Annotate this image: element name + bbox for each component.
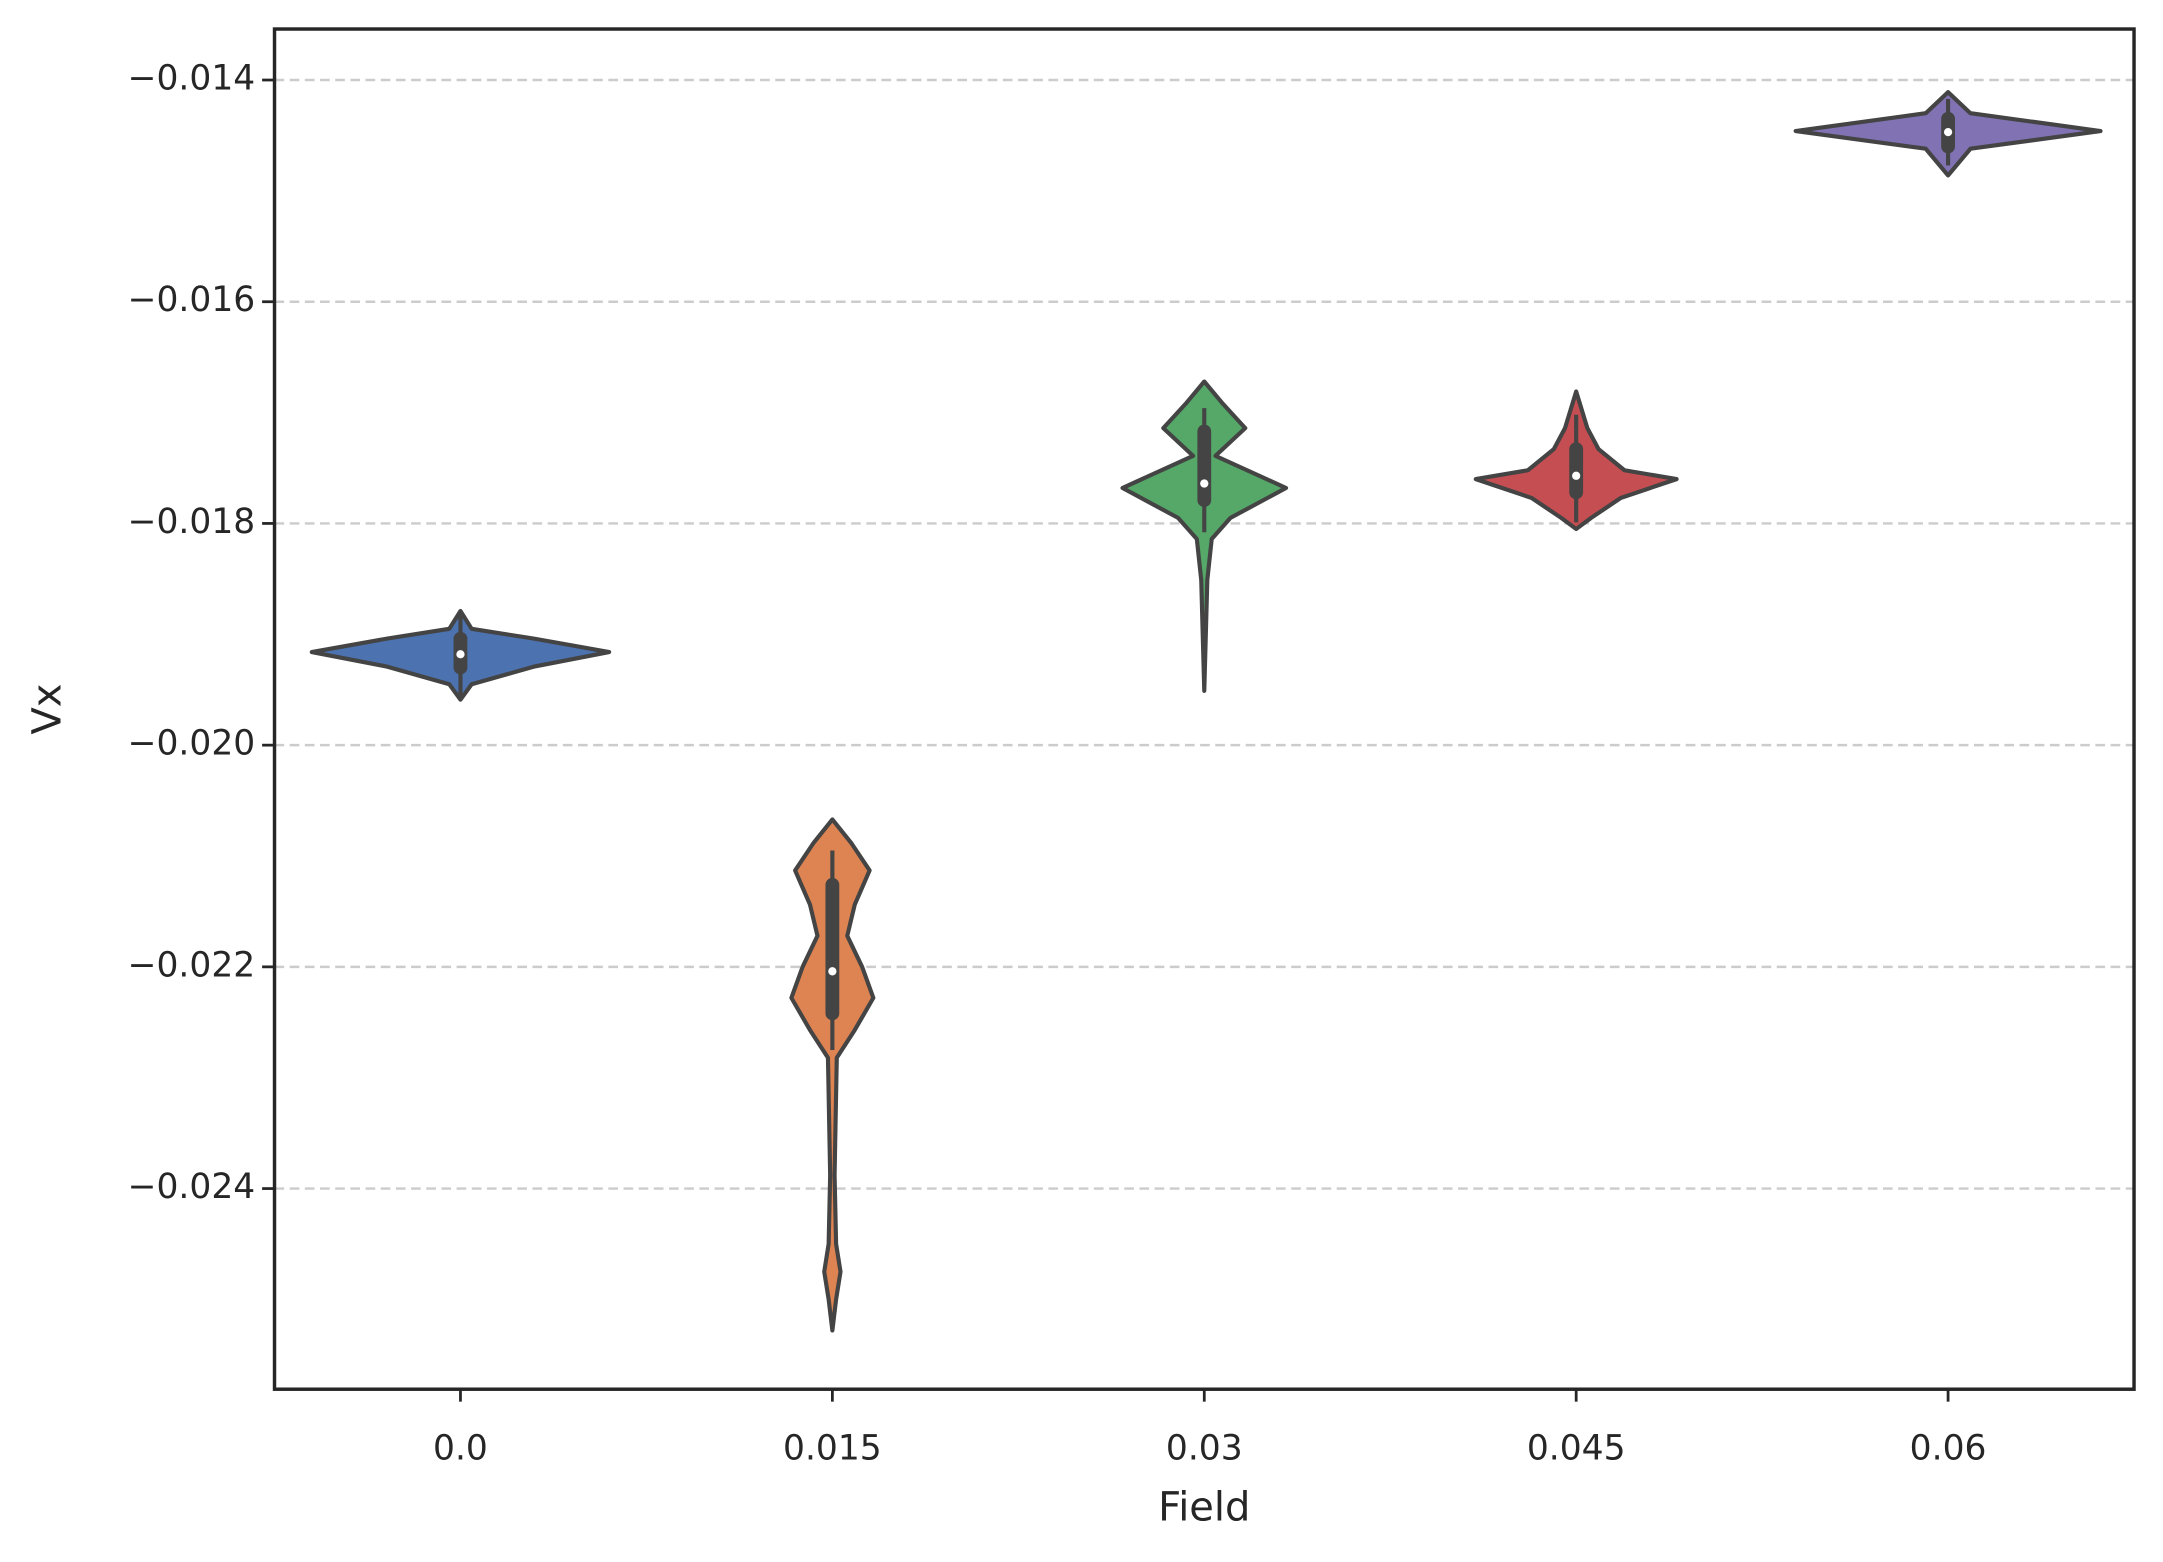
y-tick-label: −0.018 (128, 502, 256, 542)
violin-median (828, 967, 837, 976)
violin-median (1943, 127, 1953, 137)
plot-frame (272, 27, 2136, 1391)
x-tick-label: 0.045 (1527, 1429, 1626, 1469)
x-axis-label: Field (1158, 1484, 1250, 1530)
x-tick-label: 0.0 (433, 1429, 488, 1469)
grid (274, 78, 2135, 1190)
y-tick-label: −0.022 (128, 945, 256, 985)
violin-body (789, 817, 876, 1333)
y-tick-label: −0.014 (128, 58, 256, 98)
axes: −0.024 −0.022 −0.020 −0.018 −0.016 −0.014 0.0 0… (128, 58, 1987, 1468)
violin-median (456, 650, 465, 659)
violin-body (1120, 379, 1289, 693)
violin-median (1200, 479, 1209, 488)
y-tick-label: −0.024 (128, 1167, 256, 1207)
y-tick-label: −0.020 (128, 724, 256, 764)
y-tick-label: −0.016 (128, 280, 256, 320)
x-tick-label: 0.03 (1166, 1429, 1243, 1469)
plot-marks (309, 90, 2103, 1333)
x-tick-label: 0.015 (783, 1429, 882, 1469)
y-axis-label: Vx (25, 684, 71, 735)
violin-median (1572, 471, 1581, 480)
x-tick-label: 0.06 (1910, 1429, 1987, 1469)
